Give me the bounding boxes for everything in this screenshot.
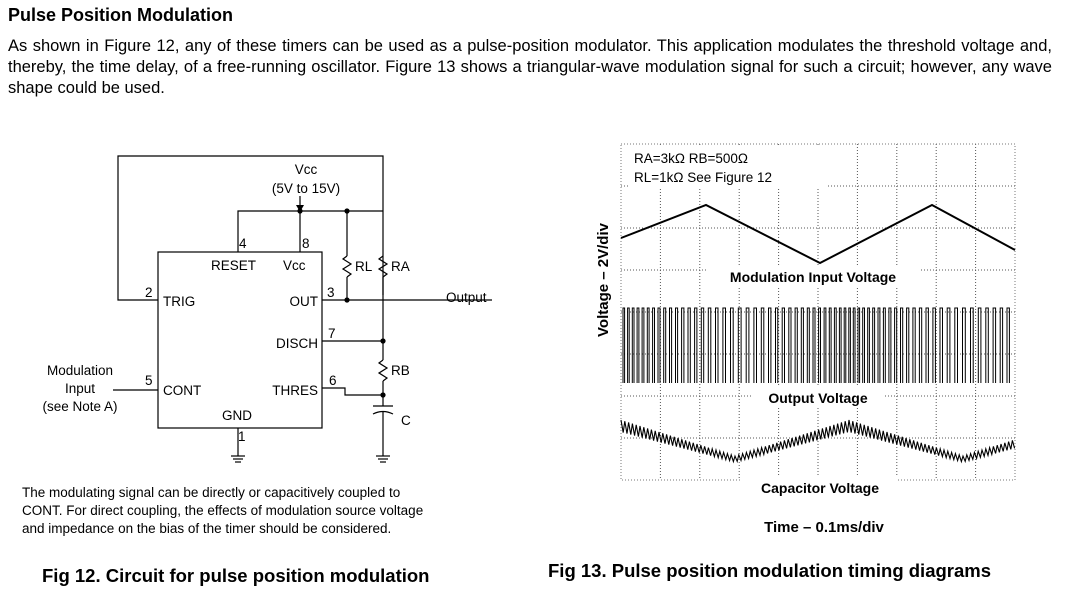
note-line-1: The modulating signal can be directly or… — [22, 485, 400, 500]
gnd-label: GND — [222, 408, 252, 423]
thres-label: THRES — [272, 383, 318, 398]
note-line-2: CONT. For direct coupling, the effects o… — [22, 503, 423, 518]
pin-7: 7 — [328, 326, 336, 341]
output-pulses — [622, 307, 1010, 383]
rl-label: RL — [355, 259, 373, 274]
pin-1: 1 — [238, 429, 246, 444]
modulation-trace-label: Modulation Input Voltage — [730, 269, 896, 285]
mod-input-line-3: (see Note A) — [42, 399, 117, 414]
vcc-label: Vcc — [295, 162, 318, 177]
output-pulse-train — [622, 307, 1010, 383]
x-axis-label: Time – 0.1ms/div — [764, 519, 884, 536]
vcc-range-label: (5V to 15V) — [272, 181, 340, 196]
trig-label: TRIG — [163, 294, 195, 309]
capacitor-trace — [620, 419, 1016, 464]
circuit-diagram: Vcc (5V to 15V) 4 8 RESET Vcc 2 TRIG OUT… — [22, 155, 492, 536]
params-line-2: RL=1kΩ See Figure 12 — [634, 170, 772, 185]
timer-chip — [157, 251, 323, 429]
pin-3: 3 — [327, 285, 335, 300]
output-trace-label: Output Voltage — [768, 390, 867, 406]
capacitor-trace-label: Capacitor Voltage — [761, 480, 879, 496]
pin-8: 8 — [302, 236, 310, 251]
params-line-1: RA=3kΩ RB=500Ω — [634, 151, 748, 166]
fig12-caption: Fig 12. Circuit for pulse position modul… — [42, 565, 430, 586]
rl-resistor — [341, 255, 353, 278]
reset-label: RESET — [211, 258, 256, 273]
vcc-rail — [237, 210, 383, 252]
ra-label: RA — [391, 259, 410, 274]
ra-resistor — [377, 255, 389, 278]
timing-diagram: RA=3kΩ RB=500Ω RL=1kΩ See Figure 12 Modu… — [595, 143, 1016, 536]
section-heading: Pulse Position Modulation — [8, 5, 233, 25]
y-axis-label: Voltage – 2V/div — [595, 222, 612, 337]
intro-paragraph: As shown in Figure 12, any of these time… — [8, 37, 1052, 97]
cont-label: CONT — [163, 383, 201, 398]
scope-grid — [621, 144, 1015, 480]
pin-5: 5 — [145, 373, 153, 388]
thres-wire — [322, 387, 383, 396]
note-line-3: and impedance on the bias of the timer s… — [22, 521, 391, 536]
mod-input-line-1: Modulation — [47, 363, 113, 378]
params-box — [628, 147, 828, 187]
output-label: Output — [446, 290, 487, 305]
rb-label: RB — [391, 363, 410, 378]
modulation-trace — [620, 203, 1016, 265]
rb-resistor — [377, 359, 389, 382]
pin-2: 2 — [145, 285, 153, 300]
pin-6: 6 — [329, 373, 337, 388]
disch-label: DISCH — [276, 336, 318, 351]
out-label: OUT — [290, 294, 319, 309]
vcc-pin-label: Vcc — [283, 258, 306, 273]
trig-loop-wire — [117, 155, 384, 301]
fig13-caption: Fig 13. Pulse position modulation timing… — [548, 560, 992, 581]
mod-input-line-2: Input — [65, 381, 95, 396]
pin-4: 4 — [239, 236, 247, 251]
c-label: C — [401, 413, 411, 428]
